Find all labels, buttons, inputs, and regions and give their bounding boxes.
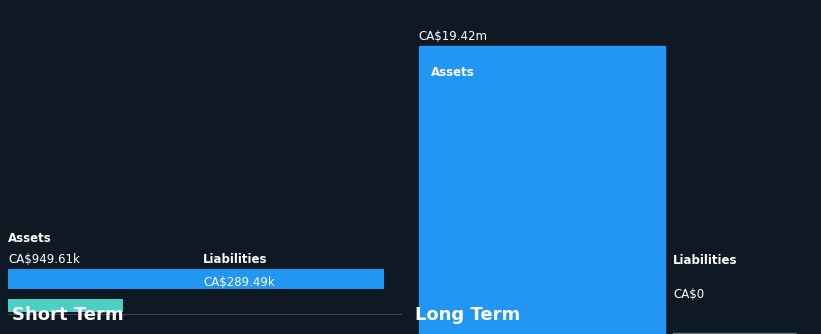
Text: Short Term: Short Term: [12, 306, 124, 324]
Bar: [419, 46, 665, 334]
Text: Liabilities: Liabilities: [204, 253, 268, 266]
Text: CA$289.49k: CA$289.49k: [204, 276, 275, 289]
Text: CA$949.61k: CA$949.61k: [8, 253, 80, 266]
Bar: [8, 299, 122, 312]
Text: Long Term: Long Term: [415, 306, 520, 324]
Text: Liabilities: Liabilities: [673, 254, 738, 267]
Text: CA$19.42m: CA$19.42m: [419, 30, 488, 43]
Bar: [673, 333, 796, 334]
Text: Assets: Assets: [8, 232, 52, 245]
Text: Assets: Assets: [431, 66, 475, 79]
Bar: [8, 269, 383, 289]
Text: CA$0: CA$0: [673, 288, 704, 301]
